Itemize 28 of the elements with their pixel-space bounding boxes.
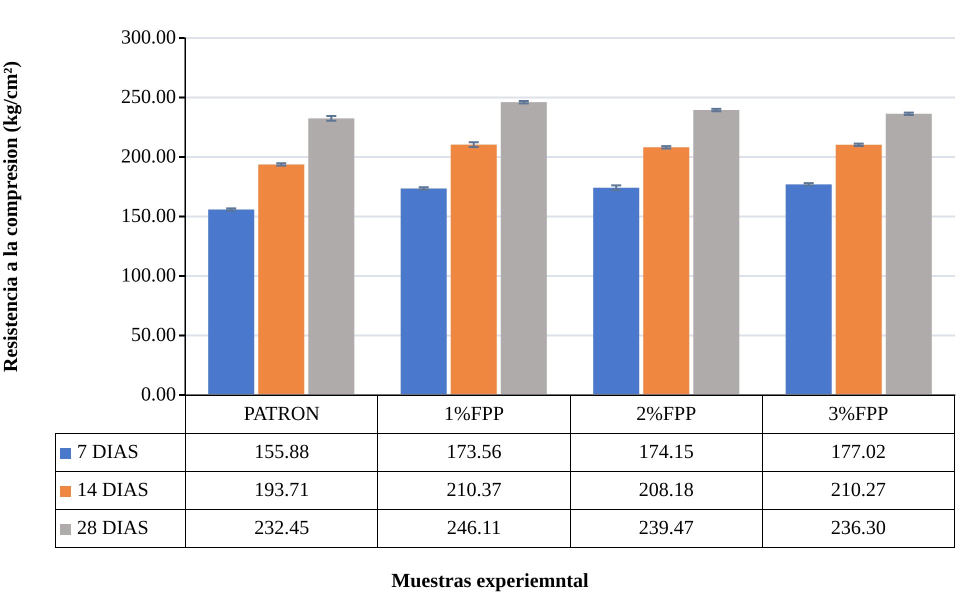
y-tick-label: 0.00 (141, 383, 176, 406)
y-axis-title: Resistencia a la compresion (kg/cm²) (0, 60, 22, 372)
y-tick-label: 150.00 (121, 204, 176, 227)
x-tick-label: 2%FPP (570, 396, 762, 434)
text: 232.45 (254, 517, 310, 539)
text: 210.37 (446, 479, 502, 501)
y-tick-label: 300.00 (121, 26, 176, 48)
text: 155.88 (254, 441, 310, 463)
y-tick-label: 200.00 (121, 145, 176, 168)
y-tick-label: 50.00 (131, 324, 176, 346)
text: 193.71 (254, 479, 310, 501)
x-tick-label: PATRON (186, 396, 378, 434)
text: 173.56 (446, 441, 502, 463)
x-tick-label: 1%FPP (378, 396, 570, 434)
text: Muestras experiemntal (390, 570, 590, 593)
text: 174.15 (638, 441, 694, 463)
y-tick-label: 250.00 (121, 86, 176, 108)
text: 239.47 (638, 517, 694, 539)
legend-label: 28 DIAS (56, 510, 186, 548)
text: 246.11 (446, 517, 502, 539)
legend-label: 7 DIAS (56, 434, 186, 472)
y-tick-label: 100.00 (121, 264, 176, 286)
legend-label: 14 DIAS (56, 472, 186, 510)
text: 210.27 (830, 479, 886, 501)
text: 236.30 (830, 517, 886, 539)
x-tick-label: 3%FPP (762, 396, 954, 434)
text: 177.02 (830, 441, 886, 463)
text: 208.18 (638, 479, 694, 501)
